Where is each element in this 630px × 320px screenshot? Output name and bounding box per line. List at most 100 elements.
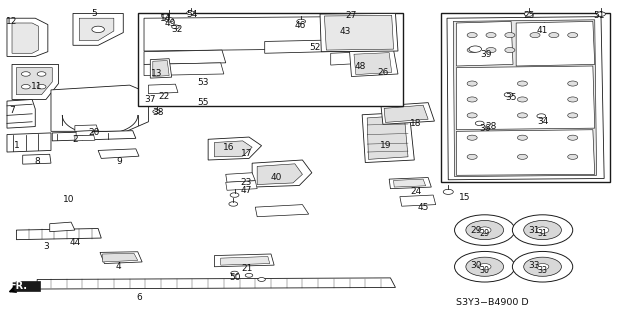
Circle shape [568, 135, 578, 140]
Circle shape [568, 97, 578, 102]
Text: 22: 22 [159, 92, 169, 101]
Polygon shape [362, 112, 415, 163]
Polygon shape [454, 20, 597, 177]
Polygon shape [23, 154, 51, 164]
Circle shape [540, 26, 549, 30]
Text: 34: 34 [537, 116, 548, 126]
Polygon shape [51, 85, 149, 131]
Text: 40: 40 [270, 173, 282, 182]
Circle shape [478, 227, 491, 233]
Circle shape [524, 257, 561, 276]
Text: 44: 44 [69, 238, 81, 247]
Text: 30: 30 [479, 266, 490, 275]
Circle shape [568, 81, 578, 86]
Circle shape [21, 72, 30, 76]
Text: 28: 28 [485, 122, 496, 131]
Text: 11: 11 [32, 82, 43, 91]
Circle shape [162, 14, 169, 18]
Text: 41: 41 [537, 26, 548, 35]
Polygon shape [153, 60, 169, 76]
Text: 31: 31 [528, 226, 539, 235]
Circle shape [478, 264, 491, 270]
Polygon shape [144, 63, 224, 76]
Text: 14: 14 [159, 14, 171, 23]
Circle shape [530, 33, 540, 38]
Circle shape [469, 46, 481, 52]
Circle shape [230, 193, 239, 197]
Circle shape [549, 33, 559, 38]
Circle shape [486, 33, 496, 38]
Circle shape [153, 110, 161, 114]
Text: 16: 16 [222, 143, 234, 152]
Bar [138, 13, 403, 106]
Text: 46: 46 [294, 21, 306, 30]
Polygon shape [52, 131, 136, 141]
Text: 5: 5 [91, 9, 96, 18]
Circle shape [517, 113, 527, 118]
Polygon shape [381, 103, 435, 124]
Text: 48: 48 [355, 62, 366, 71]
Circle shape [512, 252, 573, 282]
Polygon shape [324, 15, 394, 50]
Polygon shape [12, 281, 40, 291]
Circle shape [21, 84, 30, 89]
Text: S3Y3−B4900 D: S3Y3−B4900 D [457, 298, 529, 307]
Polygon shape [144, 50, 226, 64]
Text: 39: 39 [480, 50, 492, 59]
Text: 21: 21 [241, 264, 253, 273]
Circle shape [536, 264, 549, 270]
Polygon shape [16, 68, 52, 95]
Circle shape [37, 84, 46, 89]
Circle shape [512, 215, 573, 245]
Polygon shape [76, 131, 94, 136]
Text: 29: 29 [479, 229, 490, 238]
Circle shape [92, 26, 105, 33]
Polygon shape [367, 116, 408, 159]
Circle shape [467, 81, 477, 86]
Circle shape [467, 154, 477, 159]
Text: FR.: FR. [9, 281, 27, 291]
Text: 29: 29 [470, 226, 481, 235]
Circle shape [536, 227, 549, 233]
Polygon shape [457, 66, 595, 130]
Polygon shape [98, 149, 139, 158]
Text: 27: 27 [346, 12, 357, 20]
Circle shape [486, 48, 496, 52]
Text: 33: 33 [528, 261, 539, 270]
Text: 26: 26 [377, 68, 389, 77]
Text: 54: 54 [186, 10, 198, 19]
Text: 1: 1 [14, 141, 20, 150]
Text: 45: 45 [418, 203, 429, 212]
Text: 4: 4 [116, 262, 122, 271]
Text: 50: 50 [229, 273, 240, 282]
Circle shape [37, 72, 46, 76]
Text: 36: 36 [479, 124, 491, 132]
Text: 52: 52 [309, 43, 321, 52]
Polygon shape [354, 52, 392, 75]
Polygon shape [321, 26, 347, 40]
Polygon shape [16, 228, 101, 240]
Circle shape [475, 121, 484, 125]
Circle shape [444, 189, 454, 195]
Circle shape [504, 92, 513, 97]
Text: 35: 35 [505, 93, 517, 102]
Text: 43: 43 [340, 28, 351, 36]
Polygon shape [214, 141, 252, 157]
Text: 2: 2 [72, 135, 77, 144]
Circle shape [147, 97, 154, 101]
Text: 38: 38 [152, 108, 164, 117]
Circle shape [524, 12, 533, 16]
Text: 33: 33 [537, 266, 547, 275]
Circle shape [467, 33, 477, 38]
Polygon shape [257, 164, 302, 185]
Polygon shape [265, 40, 354, 53]
Circle shape [568, 33, 578, 38]
Circle shape [466, 257, 503, 276]
Polygon shape [100, 252, 142, 264]
Text: 24: 24 [410, 188, 421, 196]
Circle shape [524, 220, 561, 240]
Circle shape [537, 114, 546, 118]
Circle shape [245, 273, 253, 277]
Polygon shape [255, 204, 309, 217]
Polygon shape [252, 160, 312, 187]
